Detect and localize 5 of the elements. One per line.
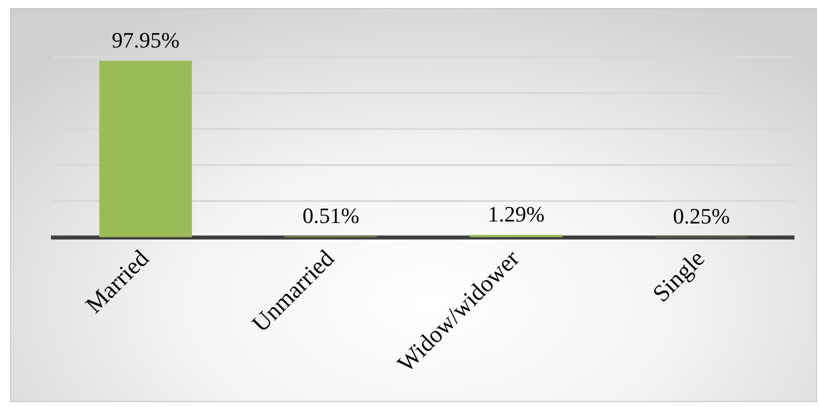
data-label: 0.25% <box>672 204 730 229</box>
bar <box>99 60 192 238</box>
data-label: 0.51% <box>302 203 360 228</box>
data-label: 1.29% <box>488 202 545 227</box>
data-label: 97.95% <box>112 27 180 52</box>
